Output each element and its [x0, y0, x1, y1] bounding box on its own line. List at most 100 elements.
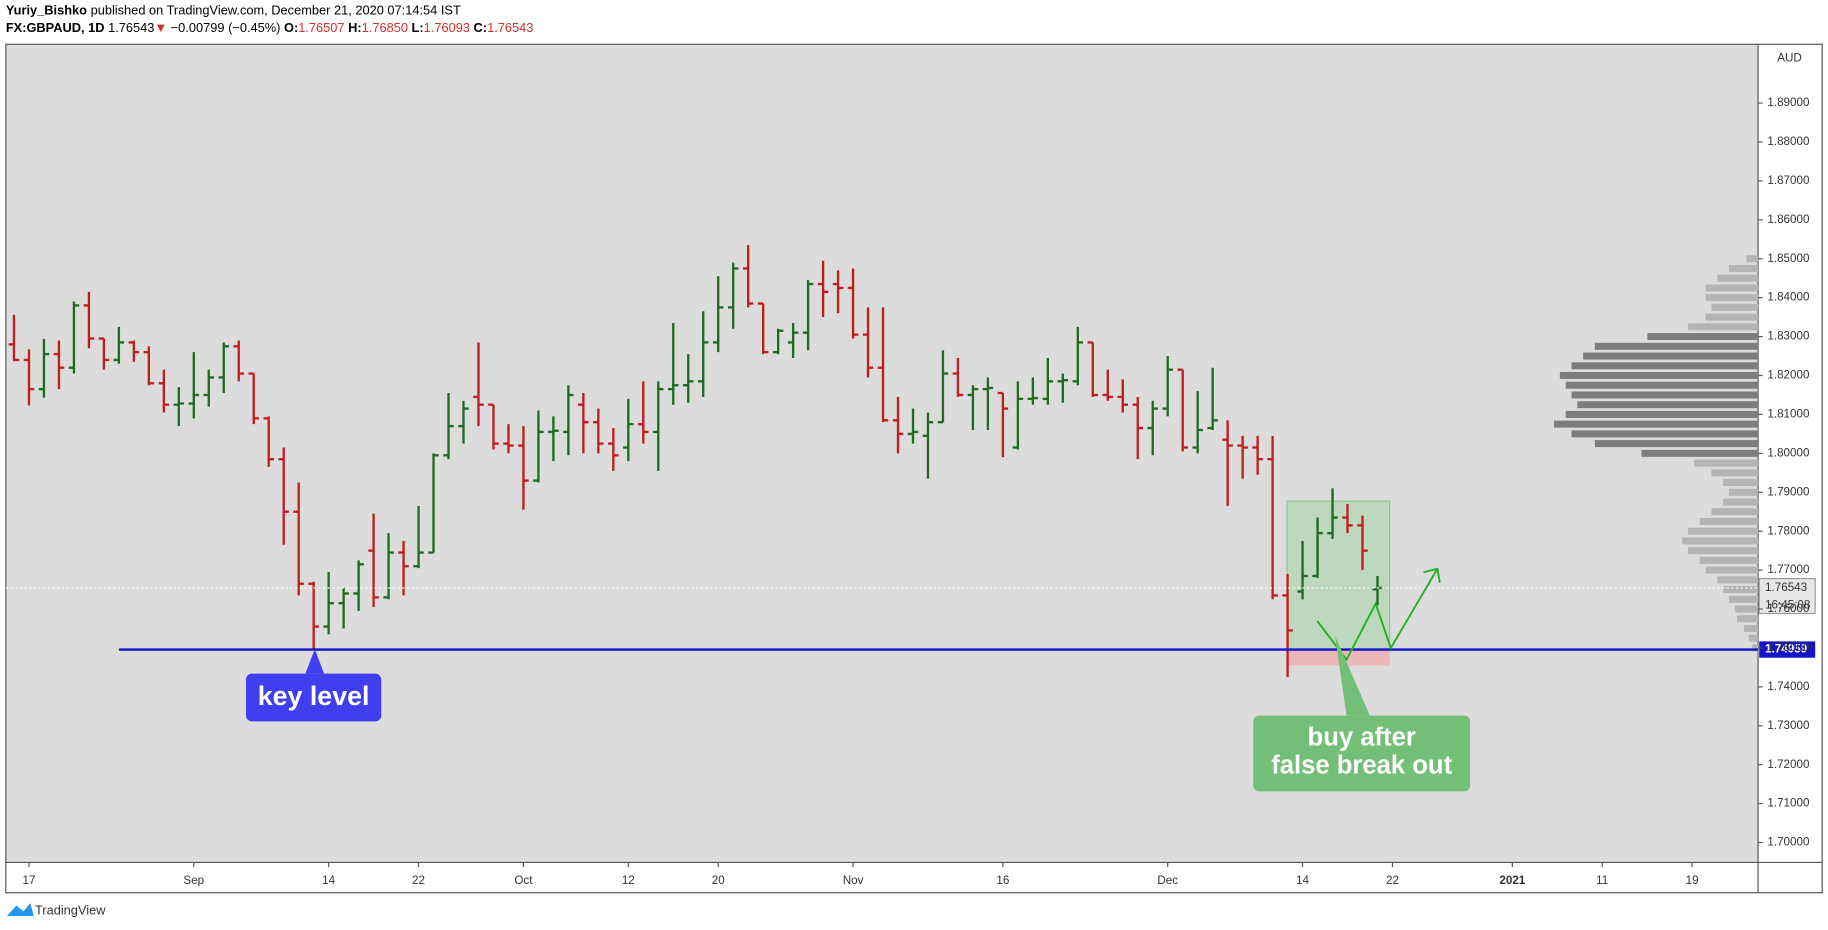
ohlc-value: 1.76507 [298, 21, 344, 36]
volume-row [1693, 459, 1759, 467]
volume-row [1594, 342, 1759, 350]
volume-row [1559, 372, 1759, 380]
x-tick-label: 20 [712, 874, 725, 887]
volume-row [1699, 556, 1759, 564]
ohlc-label: L: [412, 21, 424, 36]
author: Yuriy_Bishko [6, 3, 87, 18]
x-tick-label: 22 [412, 874, 425, 887]
y-tick-label: 1.70000 [1767, 836, 1810, 849]
logo [6, 903, 34, 917]
x-tick-label: 22 [1386, 874, 1399, 887]
volume-row [1565, 410, 1759, 418]
volume-row [1705, 313, 1759, 321]
volume-row [1682, 537, 1759, 545]
volume-row [1565, 381, 1759, 389]
ohlc-value: 1.76850 [362, 21, 408, 36]
volume-row [1711, 469, 1759, 477]
volume-row [1728, 488, 1759, 496]
y-tick-label: 1.76000 [1767, 602, 1810, 615]
volume-row [1737, 615, 1759, 623]
volume-row [1641, 449, 1759, 457]
volume-row [1723, 498, 1759, 506]
x-tick-label: 2021 [1499, 874, 1525, 887]
ohlc-label: O: [284, 21, 298, 36]
ohlc-value: 1.76093 [424, 21, 470, 36]
buy-callout [1253, 715, 1471, 792]
volume-row [1688, 323, 1759, 331]
callout-text: false break out [1271, 752, 1452, 780]
volume-row [1748, 634, 1759, 642]
volume-row [1594, 440, 1759, 448]
x-tick-label: 16 [996, 874, 1009, 887]
last-price-box [1758, 577, 1816, 615]
y-tick-label: 1.75000 [1767, 641, 1810, 654]
callout-pointer [305, 649, 325, 674]
x-tick-label: 17 [23, 874, 36, 887]
x-tick-label: 11 [1596, 874, 1608, 887]
volume-row [1571, 430, 1759, 438]
volume-row [1699, 517, 1759, 525]
volume-row [1705, 284, 1759, 292]
key-level-label: 1.74959 [1765, 643, 1808, 656]
x-tick-label: 19 [1686, 874, 1699, 887]
y-tick-label: 1.73000 [1767, 719, 1810, 732]
header-line: Yuriy_Bishko published on TradingView.co… [6, 3, 461, 18]
symbol-line: FX:GBPAUD, 1D 1.76543▼ −0.00799 (−0.45%)… [6, 21, 534, 36]
volume-row [1711, 303, 1759, 311]
volume-row [1728, 264, 1759, 272]
volume-row [1647, 333, 1759, 341]
y-tick-label: 1.84000 [1767, 291, 1810, 304]
volume-row [1571, 391, 1759, 399]
y-tick-label: 1.83000 [1767, 330, 1810, 343]
y-tick-label: 1.87000 [1767, 174, 1810, 187]
volume-row [1752, 644, 1759, 652]
callout-text: key level [258, 681, 370, 711]
countdown: 16:45:08 [1765, 598, 1810, 611]
x-tick-label: Dec [1157, 874, 1178, 887]
price: 1.76543 [108, 21, 154, 36]
ohlc-label: C: [474, 21, 488, 36]
volume-row [1728, 595, 1759, 603]
symbol: FX:GBPAUD, 1D [6, 21, 105, 36]
x-tick-label: 12 [622, 874, 635, 887]
y-tick-label: 1.71000 [1767, 797, 1810, 810]
y-tick-label: 1.77000 [1767, 563, 1810, 576]
change: −0.00799 (−0.45%) [171, 21, 281, 36]
x-tick-label: 14 [322, 874, 335, 887]
callout-text: buy after [1308, 724, 1416, 752]
published: published on TradingView.com, December 2… [91, 3, 461, 18]
y-tick-label: 1.88000 [1767, 135, 1810, 148]
y-tick-label: 1.72000 [1767, 758, 1810, 771]
y-tick-label: 1.79000 [1767, 485, 1810, 498]
y-tick-label: 1.74000 [1767, 680, 1810, 693]
ohlc-label: H: [348, 21, 362, 36]
arrow-head [1423, 567, 1441, 583]
y-tick-label: 1.89000 [1767, 96, 1810, 109]
volume-row [1688, 547, 1759, 555]
x-tick-label: Oct [514, 874, 533, 887]
volume-row [1723, 586, 1759, 594]
x-tick-label: Nov [843, 874, 864, 887]
volume-row [1717, 274, 1759, 282]
volume-row [1583, 352, 1759, 360]
y-tick-label: 1.80000 [1767, 446, 1810, 459]
last-price-label: 1.76543 [1765, 581, 1807, 594]
volume-row [1705, 294, 1759, 302]
volume-row [1717, 576, 1759, 584]
volume-row [1746, 255, 1759, 263]
volume-row [1711, 508, 1759, 516]
brand: TradingView [35, 903, 106, 918]
y-tick-label: 1.85000 [1767, 252, 1810, 265]
volume-row [1577, 401, 1759, 409]
volume-row [1571, 362, 1759, 370]
currency: AUD [1777, 51, 1802, 64]
y-tick-label: 1.82000 [1767, 369, 1810, 382]
volume-row [1734, 605, 1759, 613]
y-tick-label: 1.81000 [1767, 408, 1810, 421]
arrow: ▼ [154, 21, 167, 36]
volume-row [1723, 479, 1759, 487]
ohlc-value: 1.76543 [487, 21, 533, 36]
x-tick-label: Sep [183, 874, 204, 887]
